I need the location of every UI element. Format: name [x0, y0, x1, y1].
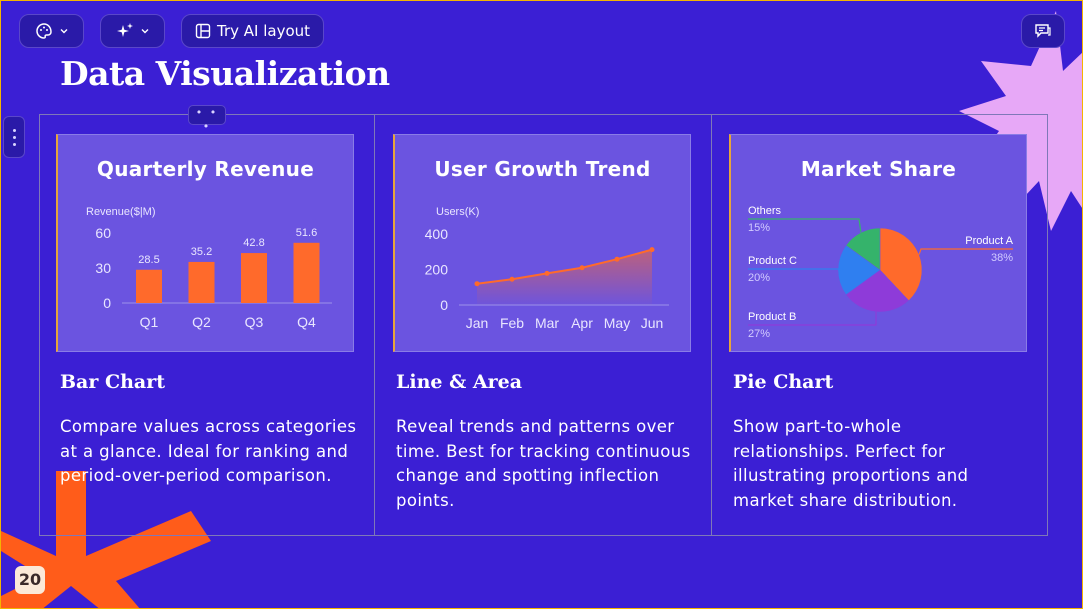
column-heading[interactable]: Pie Chart [733, 371, 834, 393]
column-heading[interactable]: Line & Area [396, 371, 523, 393]
slice-percent-label: 20% [748, 272, 770, 284]
data-label: 51.6 [296, 227, 317, 239]
chart-title: Market Share [800, 157, 957, 181]
slice-label: Others [748, 205, 782, 217]
y-tick-label: 0 [440, 297, 448, 313]
leader-line [918, 248, 1013, 255]
x-tick-label: Jun [641, 315, 664, 331]
ai-assist-button[interactable] [100, 14, 165, 48]
area-chart: Users(K) 0 200 400 Jan Feb Mar Apr May Jun [425, 206, 669, 331]
layout-icon [195, 23, 211, 39]
bar [188, 261, 215, 303]
y-tick-label: 60 [95, 225, 111, 241]
slide-title[interactable]: Data Visualization [60, 54, 390, 93]
page-number-badge: 20 [15, 566, 45, 594]
leader-line [748, 311, 877, 326]
x-tick-label: Apr [571, 315, 593, 331]
y-tick-label: 30 [95, 260, 111, 276]
comment-icon [1035, 24, 1051, 38]
slice-label: Product B [748, 311, 796, 323]
chart-title: User Growth Trend [434, 157, 651, 181]
chart-title: Quarterly Revenue [96, 157, 315, 181]
slice-percent-label: 27% [748, 328, 770, 340]
data-point [649, 247, 655, 253]
try-ai-layout-button[interactable]: Try AI layout [181, 14, 324, 48]
bar [136, 269, 162, 303]
series-line [476, 248, 653, 285]
bar [241, 253, 267, 303]
column-description[interactable]: Show part-to-whole relationships. Perfec… [733, 417, 969, 510]
drag-handle[interactable]: • • • [188, 105, 226, 133]
data-label: 28.5 [138, 254, 159, 266]
y-tick-label: 0 [103, 295, 111, 311]
chevron-down-icon [60, 29, 67, 34]
x-tick-label: Q2 [192, 314, 211, 330]
orange-starburst-shape [1, 471, 211, 608]
x-tick-label: Jan [466, 315, 489, 331]
y-axis-label: Revenue($|M) [86, 206, 156, 218]
x-tick-label: Q1 [140, 314, 159, 330]
pie-slice [837, 244, 881, 296]
column-description[interactable]: Compare values across categories at a gl… [60, 417, 357, 485]
data-point [474, 281, 480, 287]
area-fill [477, 249, 652, 305]
column-heading[interactable]: Bar Chart [60, 371, 166, 393]
pie-chart-card[interactable]: Market Share Product A 38% Product B 27% Pro… [729, 134, 1027, 352]
data-point [509, 276, 515, 282]
area-chart-card[interactable]: User Growth Trend Users(K) 0 200 400 Jan Feb M… [393, 134, 691, 352]
leader-line [748, 218, 862, 233]
y-axis-label: Users(K) [436, 206, 479, 218]
pie-slice [879, 227, 923, 301]
chevron-down-icon [141, 29, 148, 34]
data-point [579, 265, 585, 271]
x-tick-label: Q4 [297, 314, 316, 330]
data-label: 42.8 [243, 237, 264, 249]
slice-label: Product A [965, 235, 1013, 247]
row-handle[interactable] [3, 116, 25, 158]
column-divider [374, 114, 375, 536]
comments-button[interactable] [1021, 14, 1065, 48]
palette-icon [35, 23, 52, 39]
bar [293, 242, 320, 303]
data-point [614, 256, 620, 262]
data-label: 35.2 [191, 246, 212, 258]
column-divider [711, 114, 712, 536]
slice-percent-label: 38% [991, 252, 1013, 264]
try-ai-layout-label: Try AI layout [216, 22, 311, 40]
bar-chart-card[interactable]: Quarterly Revenue Revenue($|M) 0 30 60 28.5 Q… [56, 134, 354, 352]
leader-line [748, 268, 844, 271]
slice-label: Product C [748, 255, 797, 267]
pie-chart: Product A 38% Product B 27% Product C 20% Othe… [748, 205, 1014, 340]
x-tick-label: Feb [500, 315, 524, 331]
x-tick-label: May [604, 315, 630, 331]
data-point [544, 270, 550, 276]
x-tick-label: Q3 [245, 314, 264, 330]
x-tick-label: Mar [535, 315, 559, 331]
slice-percent-label: 15% [748, 222, 770, 234]
sparkle-icon [116, 23, 133, 37]
column-description[interactable]: Reveal trends and patterns over time. Be… [396, 417, 691, 510]
bar-chart: Revenue($|M) 0 30 60 28.5 Q1 35.2 Q2 42.8 Q3 51.6 Q… [86, 206, 332, 330]
columns-frame [39, 114, 1048, 536]
y-tick-label: 400 [425, 226, 449, 242]
y-tick-label: 200 [425, 262, 449, 278]
theme-button[interactable] [19, 14, 84, 48]
pink-starburst-shape [959, 11, 1082, 231]
